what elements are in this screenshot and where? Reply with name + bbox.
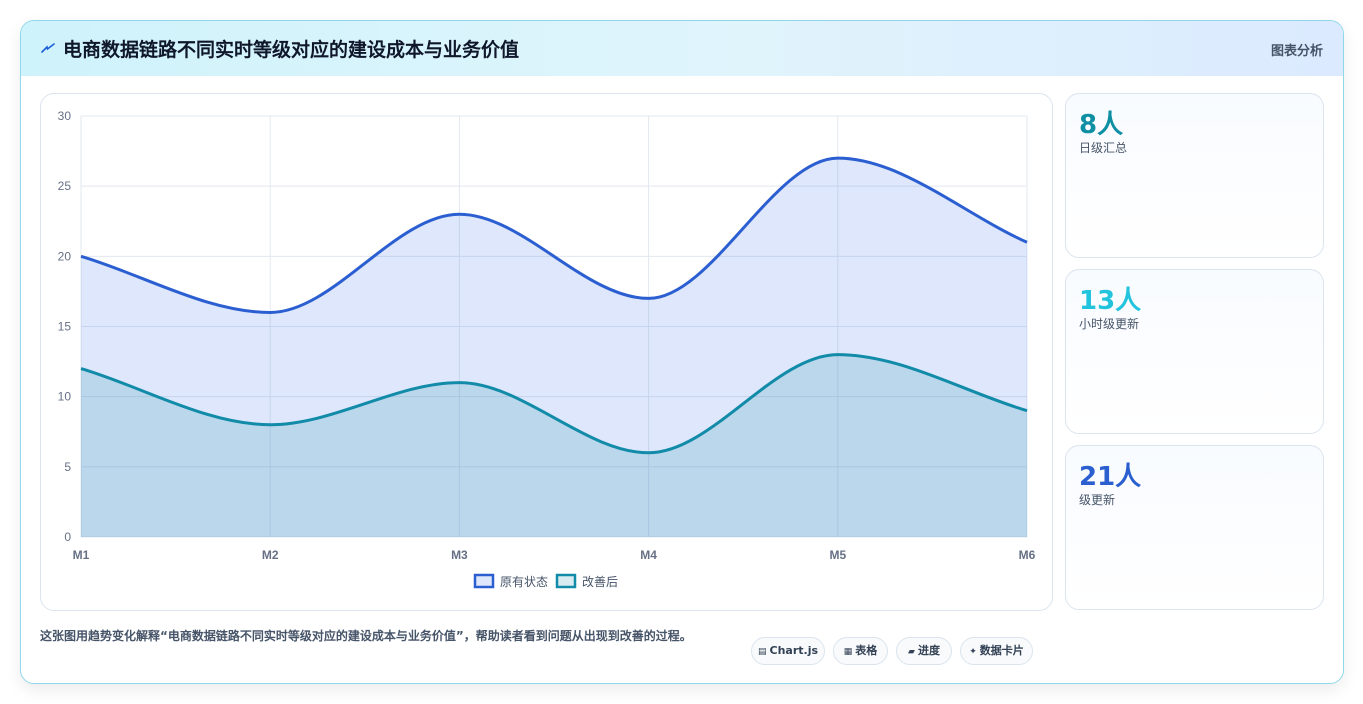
- legend-swatch: [555, 573, 577, 589]
- y-tick-label: 30: [58, 109, 72, 123]
- x-tick-label: M4: [640, 548, 657, 562]
- stat-label: 级更新: [1079, 493, 1116, 507]
- stat-value: 8人: [1079, 110, 1124, 140]
- chip-label: 数据卡片: [979, 644, 1024, 657]
- lightning-icon: [41, 43, 55, 53]
- chip-chartjs[interactable]: ▤ Chart.js: [751, 637, 825, 665]
- chart-icon: ▤: [757, 647, 767, 657]
- chip-label: Chart.js: [769, 644, 819, 657]
- stat-card-level: 21人 级更新: [1065, 445, 1324, 610]
- series-area-0: [81, 158, 1027, 537]
- stat-card-hourly: 13人 小时级更新: [1065, 269, 1324, 434]
- stat-label: 小时级更新: [1079, 317, 1140, 331]
- chip-table[interactable]: ▦ 表格: [833, 637, 888, 665]
- chart-analysis-link[interactable]: 图表分析: [1270, 44, 1323, 59]
- dashboard-panel: 电商数据链路不同实时等级对应的建设成本与业务价值 图表分析 0 5 10 15 20 25…: [20, 20, 1344, 684]
- panel-header: 电商数据链路不同实时等级对应的建设成本与业务价值 图表分析: [21, 21, 1343, 76]
- y-tick-label: 25: [58, 179, 72, 193]
- sparkle-icon: ✦: [969, 647, 977, 657]
- x-tick-label: M1: [73, 548, 90, 562]
- area-chart: 0 5 10 15 20 25 30 M1 M2 M3 M4 M5 M6 原有状态 改善后: [58, 109, 1036, 589]
- series-line-0: [80, 156, 1028, 314]
- y-tick-label: 10: [58, 390, 72, 404]
- y-tick-label: 15: [58, 320, 72, 334]
- y-tick-label: 20: [58, 249, 72, 263]
- stat-value: 13人: [1079, 286, 1142, 316]
- chart-card: 0 5 10 15 20 25 30 M1 M2 M3 M4 M5 M6 原有状态 改善后: [40, 93, 1053, 611]
- x-tick-label: M3: [451, 548, 468, 562]
- chip-progress[interactable]: ▰ 进度: [896, 637, 952, 665]
- x-tick-label: M5: [829, 548, 846, 562]
- legend-swatch: [473, 573, 495, 589]
- y-tick-label: 0: [64, 530, 71, 544]
- page-title: 电商数据链路不同实时等级对应的建设成本与业务价值: [63, 39, 520, 61]
- chip-data-card[interactable]: ✦ 数据卡片: [960, 637, 1033, 665]
- series-area-1: [81, 354, 1027, 537]
- x-tick-label: M2: [262, 548, 279, 562]
- progress-icon: ▰: [908, 647, 915, 657]
- chip-label: 表格: [855, 644, 878, 657]
- legend-label: 改善后: [582, 574, 618, 589]
- stat-label: 日级汇总: [1079, 141, 1128, 155]
- y-tick-label: 5: [64, 460, 71, 474]
- chart-description: 这张图用趋势变化解释“电商数据链路不同实时等级对应的建设成本与业务价值”，帮助读…: [40, 629, 692, 643]
- x-tick-label: M6: [1019, 548, 1036, 562]
- stat-value: 21人: [1079, 462, 1142, 492]
- series-line-1: [80, 353, 1028, 455]
- table-icon: ▦: [843, 647, 853, 657]
- legend-label: 原有状态: [500, 575, 548, 589]
- stat-card-daily: 8人 日级汇总: [1065, 93, 1324, 258]
- chip-label: 进度: [917, 644, 940, 657]
